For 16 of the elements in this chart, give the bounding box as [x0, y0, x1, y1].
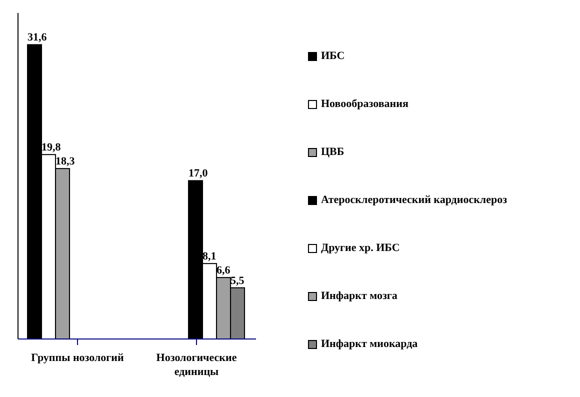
data-label: 17,0 — [188, 168, 208, 180]
data-label: 6,6 — [216, 264, 231, 277]
x-tick-label: Группы нозологий — [31, 352, 124, 364]
data-label: 5,5 — [230, 274, 245, 287]
x-tick-label: Нозологические единицы — [156, 352, 237, 378]
legend-label: Инфаркт миокарда — [321, 338, 418, 350]
data-label: 18,3 — [56, 156, 76, 168]
legend-label: Новообразования — [321, 98, 408, 110]
legend-label: Инфаркт мозга — [321, 290, 398, 302]
legend-label: ИБС — [321, 50, 345, 62]
legend-label: Другие хр. ИБС — [321, 242, 400, 254]
data-label: 8,1 — [202, 250, 216, 263]
data-label: 31,6 — [28, 32, 48, 44]
legend-label: ЦВБ — [321, 146, 344, 158]
legend-label: Атеросклеротический кардиосклероз — [321, 194, 508, 206]
data-label: 19,8 — [42, 142, 62, 154]
